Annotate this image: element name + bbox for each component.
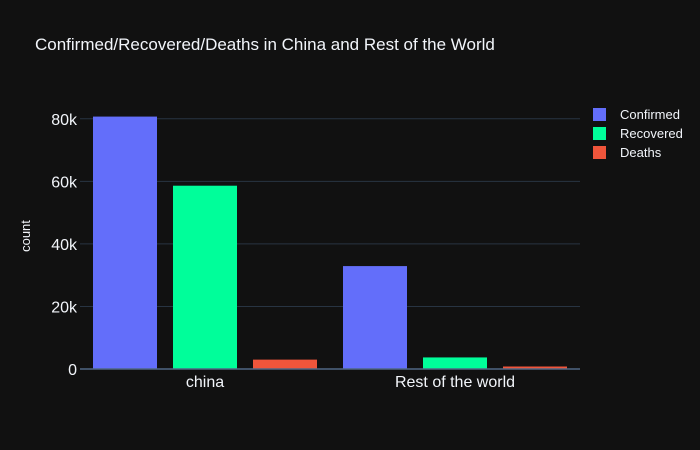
legend-swatch (593, 108, 606, 121)
y-tick-label: 0 (68, 362, 77, 379)
legend-label: Confirmed (620, 107, 680, 122)
y-axis-label: count (18, 220, 33, 252)
bars (93, 116, 567, 369)
legend[interactable]: Confirmed Recovered Deaths (593, 107, 683, 160)
chart-title: Confirmed/Recovered/Deaths in China and … (35, 35, 495, 54)
y-tick-label: 80k (51, 112, 78, 129)
axes: 0 20k 40k 60k 80k china Rest of the world (51, 112, 580, 391)
bar-recovered-rest-of-the-world[interactable] (423, 357, 487, 369)
grid-lines (80, 118, 580, 307)
bar-recovered-china[interactable] (173, 185, 237, 369)
legend-item-recovered[interactable]: Recovered (593, 126, 683, 141)
legend-item-deaths[interactable]: Deaths (593, 145, 662, 160)
y-tick-label: 60k (51, 174, 78, 191)
x-tick-label: Rest of the world (395, 374, 515, 391)
x-tick-label: china (186, 374, 224, 391)
legend-label: Deaths (620, 145, 662, 160)
bar-deaths-rest-of-the-world[interactable] (503, 366, 567, 369)
y-tick-label: 40k (51, 237, 78, 254)
legend-item-confirmed[interactable]: Confirmed (593, 107, 680, 122)
bar-confirmed-rest-of-the-world[interactable] (343, 266, 407, 369)
bar-confirmed-china[interactable] (93, 116, 157, 369)
bar-deaths-china[interactable] (253, 359, 317, 369)
legend-swatch (593, 146, 606, 159)
legend-swatch (593, 127, 606, 140)
legend-label: Recovered (620, 126, 683, 141)
y-tick-label: 20k (51, 299, 78, 316)
